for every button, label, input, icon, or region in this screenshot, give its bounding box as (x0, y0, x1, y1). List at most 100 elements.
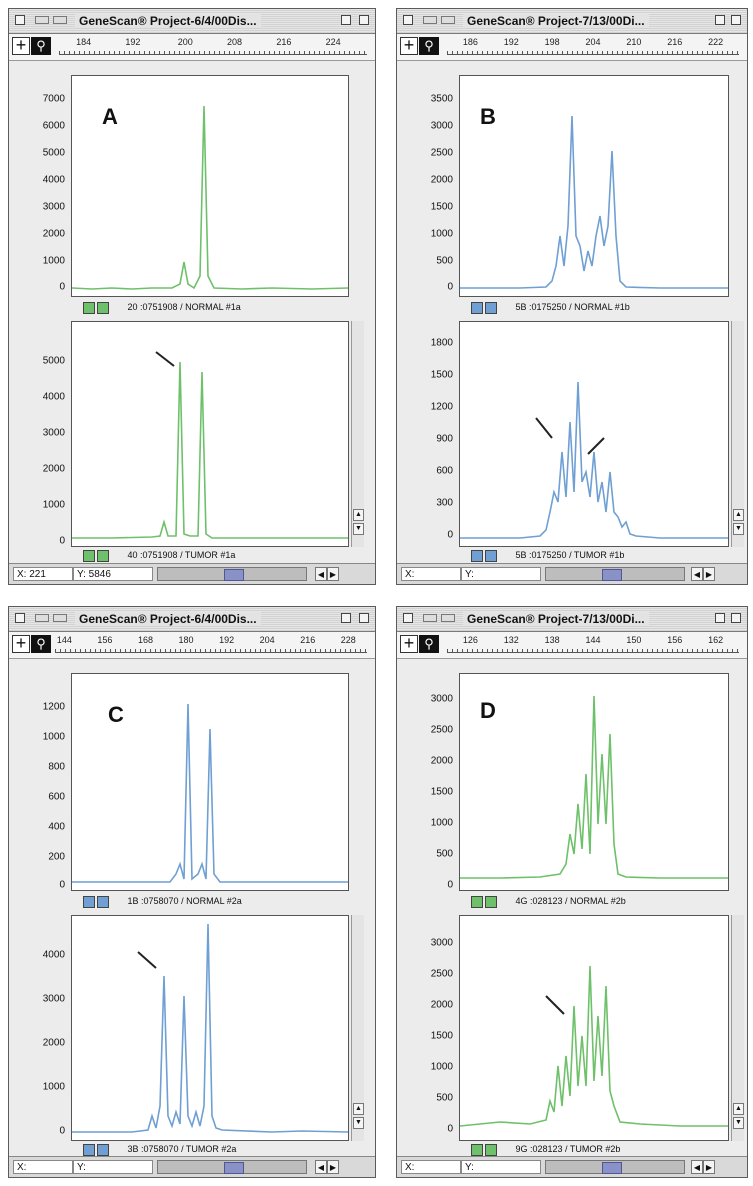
ruler-tick: 224 (325, 37, 341, 47)
dye-swatch[interactable] (485, 896, 497, 908)
dye-swatch[interactable] (485, 550, 497, 562)
magnifier-tool-icon[interactable]: ⚲ (419, 635, 439, 653)
dye-swatch[interactable] (83, 550, 95, 562)
scroll-down-icon[interactable]: ▼ (353, 1117, 364, 1129)
window-title: GeneScan® Project-7/13/00Di... (463, 612, 649, 626)
peak-arrow (155, 351, 175, 367)
status-bar: X: Y: ◀ ▶ (397, 1156, 747, 1177)
scroll-thumb[interactable] (224, 1162, 244, 1174)
close-box-icon[interactable] (15, 15, 25, 25)
scroll-up-icon[interactable]: ▲ (353, 1103, 364, 1115)
magnifier-tool-icon[interactable]: ⚲ (31, 635, 51, 653)
collapse-box-icon[interactable] (359, 15, 369, 25)
horizontal-scrollbar[interactable] (545, 1160, 685, 1174)
y-tick-label: 1500 (430, 369, 453, 381)
y-tick-label: 1000 (42, 499, 65, 511)
scroll-thumb[interactable] (602, 1162, 622, 1174)
title-bar[interactable]: GeneScan® Project-7/13/00Di... (397, 9, 747, 34)
horizontal-scrollbar[interactable] (157, 567, 307, 581)
trace-svg (72, 703, 348, 883)
window-collapse-icon (35, 16, 49, 24)
electropherogram-pane-normal[interactable]: D (459, 673, 729, 891)
vertical-scrollbar[interactable]: ▲ ▼ (731, 321, 744, 547)
scroll-left-icon[interactable]: ◀ (315, 1160, 327, 1174)
horizontal-scrollbar[interactable] (545, 567, 685, 581)
electropherogram-pane-tumor[interactable] (459, 915, 729, 1141)
scroll-thumb[interactable] (602, 569, 622, 581)
close-box-icon[interactable] (403, 613, 413, 623)
scroll-left-icon[interactable]: ◀ (315, 567, 327, 581)
magnifier-tool-icon[interactable]: ⚲ (419, 37, 439, 55)
scroll-up-icon[interactable]: ▲ (733, 1103, 744, 1115)
ruler-tick: 126 (462, 635, 478, 645)
scroll-down-icon[interactable]: ▼ (733, 1117, 744, 1129)
title-bar[interactable]: GeneScan® Project-7/13/00Di... (397, 607, 747, 632)
zoom-box-icon[interactable] (341, 613, 351, 623)
scroll-right-icon[interactable]: ▶ (703, 1160, 715, 1174)
trace-svg (460, 115, 728, 289)
y-tick-label: 1000 (430, 1061, 453, 1073)
scroll-thumb[interactable] (224, 569, 244, 581)
vertical-scrollbar[interactable]: ▲ ▼ (731, 915, 744, 1141)
dye-swatch[interactable] (97, 896, 109, 908)
collapse-box-icon[interactable] (731, 613, 741, 623)
zoom-box-icon[interactable] (715, 15, 725, 25)
scroll-right-icon[interactable]: ▶ (327, 1160, 339, 1174)
scroll-right-icon[interactable]: ▶ (703, 567, 715, 581)
caption-text: 3B :0758070 / TUMOR #2a (127, 1144, 237, 1155)
dye-swatch[interactable] (471, 1144, 483, 1156)
scroll-down-icon[interactable]: ▼ (733, 523, 744, 535)
y-tick-label: 2000 (42, 1037, 65, 1049)
crosshair-tool-icon[interactable]: + (400, 36, 418, 55)
horizontal-scrollbar[interactable] (157, 1160, 307, 1174)
peak-arrow (545, 995, 565, 1015)
scroll-right-icon[interactable]: ▶ (327, 567, 339, 581)
dye-swatch[interactable] (471, 896, 483, 908)
dye-swatch[interactable] (97, 302, 109, 314)
ruler-scale (447, 648, 739, 653)
electropherogram-pane-tumor[interactable] (71, 321, 349, 547)
toolbar: + ⚲ 144 156 168 180 192 204 216 228 (9, 632, 375, 659)
dye-swatch[interactable] (485, 302, 497, 314)
collapse-box-icon[interactable] (731, 15, 741, 25)
crosshair-tool-icon[interactable]: + (12, 634, 30, 653)
trace-line (72, 703, 348, 883)
scroll-left-icon[interactable]: ◀ (691, 1160, 703, 1174)
status-bar: X: 221 Y: 5846 ◀ ▶ (9, 563, 375, 584)
electropherogram-pane-tumor[interactable] (459, 321, 729, 547)
electropherogram-pane-tumor[interactable] (71, 915, 349, 1141)
y-tick-label: 4000 (42, 949, 65, 961)
dye-swatch[interactable] (83, 896, 95, 908)
dye-swatch[interactable] (471, 302, 483, 314)
crosshair-tool-icon[interactable]: + (12, 36, 30, 55)
scroll-down-icon[interactable]: ▼ (353, 523, 364, 535)
vertical-scrollbar[interactable]: ▲ ▼ (351, 321, 364, 547)
y-tick-label: 500 (436, 848, 453, 860)
dye-swatch[interactable] (97, 550, 109, 562)
zoom-box-icon[interactable] (715, 613, 725, 623)
title-bar[interactable]: GeneScan® Project-6/4/00Dis... (9, 9, 375, 34)
y-tick-label: 1200 (430, 401, 453, 413)
dye-swatch[interactable] (97, 1144, 109, 1156)
electropherogram-pane-normal[interactable]: A (71, 75, 349, 297)
scroll-up-icon[interactable]: ▲ (353, 509, 364, 521)
collapse-box-icon[interactable] (359, 613, 369, 623)
magnifier-tool-icon[interactable]: ⚲ (31, 37, 51, 55)
window-title: GeneScan® Project-6/4/00Dis... (75, 612, 261, 626)
title-bar[interactable]: GeneScan® Project-6/4/00Dis... (9, 607, 375, 632)
zoom-box-icon[interactable] (341, 15, 351, 25)
ruler-tick: 228 (340, 635, 356, 645)
close-box-icon[interactable] (403, 15, 413, 25)
dye-swatch[interactable] (83, 302, 95, 314)
dye-swatch[interactable] (471, 550, 483, 562)
trace-line (460, 965, 728, 1127)
electropherogram-pane-normal[interactable]: B (459, 75, 729, 297)
close-box-icon[interactable] (15, 613, 25, 623)
electropherogram-pane-normal[interactable]: C (71, 673, 349, 891)
scroll-up-icon[interactable]: ▲ (733, 509, 744, 521)
dye-swatch[interactable] (83, 1144, 95, 1156)
vertical-scrollbar[interactable]: ▲ ▼ (351, 915, 364, 1141)
crosshair-tool-icon[interactable]: + (400, 634, 418, 653)
dye-swatch[interactable] (485, 1144, 497, 1156)
scroll-left-icon[interactable]: ◀ (691, 567, 703, 581)
